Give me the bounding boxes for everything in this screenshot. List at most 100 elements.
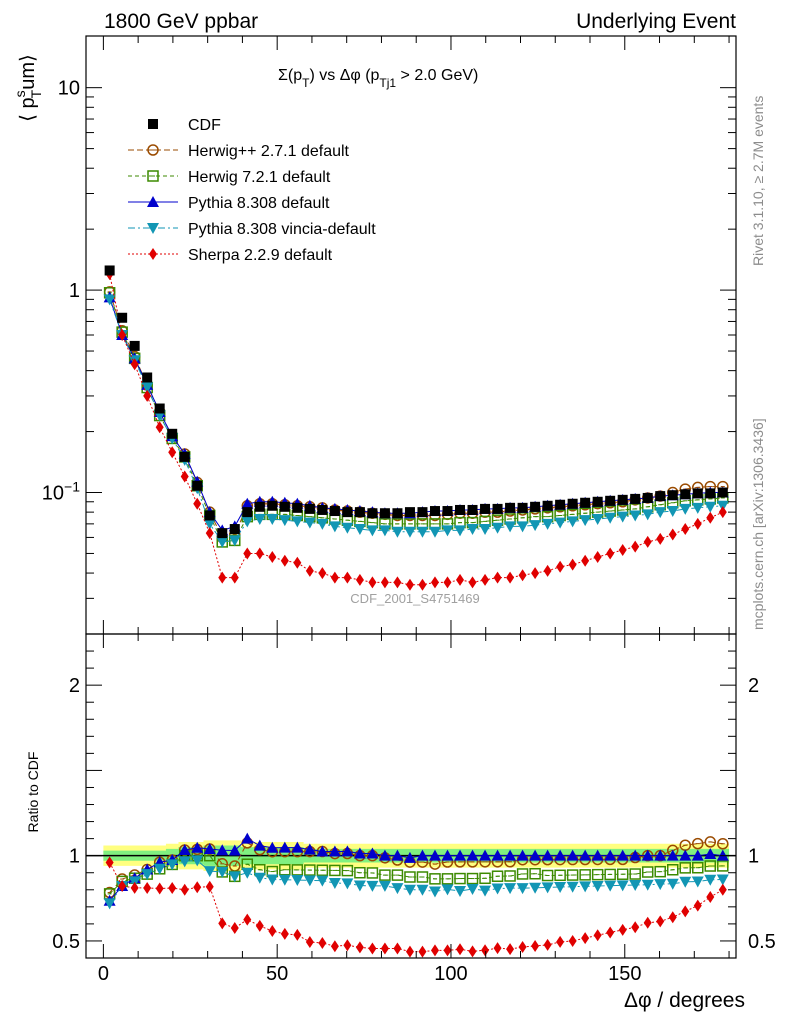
point-sherpa-10 <box>230 571 239 584</box>
ratio-point-herwig7-47 <box>692 861 704 874</box>
ratio-point-vincia-3 <box>141 869 154 881</box>
ratio-point-sherpa-16 <box>305 935 314 948</box>
point-sherpa-5 <box>168 446 177 459</box>
point-sherpa-19 <box>343 571 352 584</box>
series-cdf <box>104 265 728 539</box>
point-sherpa-32 <box>506 571 515 584</box>
point-sherpa-18 <box>330 571 339 584</box>
ratio-point-sherpa-46 <box>681 905 690 918</box>
ratio-point-herwigpp-48-ring <box>704 836 717 848</box>
y-tick-label: 10 <box>58 78 80 100</box>
plot-title: Σ(pT) vs Δφ (pTj1 > 2.0 GeV) <box>278 67 478 90</box>
point-vincia-45 <box>666 506 679 518</box>
ratio-point-herwig7-18 <box>329 864 341 877</box>
ratio-point-herwig7-43 <box>641 866 654 878</box>
ratio-point-herwig7-18-box <box>329 864 341 877</box>
ratio-point-vincia-13 <box>266 874 279 886</box>
ratio-point-sherpa-5 <box>168 882 177 895</box>
point-vincia-23 <box>391 526 404 538</box>
ratio-point-herwig7-40-box <box>604 868 616 881</box>
legend-marker-herwig7-box <box>147 170 159 182</box>
point-cdf-15 <box>292 502 303 513</box>
ratio-point-pythia-18 <box>328 845 341 857</box>
ratio-point-sherpa-39 <box>593 929 602 942</box>
ratio-point-pythia-14 <box>278 841 291 853</box>
ratio-point-pythia-9 <box>216 844 229 856</box>
point-vincia-39 <box>591 513 604 525</box>
ratio-point-herwig7-27 <box>441 873 454 885</box>
point-vincia-12 <box>253 513 266 525</box>
ratio-point-sherpa-17 <box>318 937 327 950</box>
legend-label-cdf: CDF <box>188 117 221 134</box>
ratio-point-sherpa-37 <box>568 934 577 947</box>
ratio-point-herwig7-24 <box>404 871 416 883</box>
ratio-point-sherpa-30 <box>481 944 490 957</box>
ratio-point-herwig7-37-box <box>566 869 579 881</box>
x-tick-label: 50 <box>266 963 288 985</box>
point-cdf-12 <box>254 501 265 512</box>
ratio-point-vincia-11 <box>241 867 254 879</box>
ratio-point-herwig7-33 <box>516 868 529 880</box>
ratio-point-sherpa-14 <box>280 927 289 940</box>
ratio-point-vincia-29 <box>466 883 479 895</box>
mcplots-label: mcplots.cern.ch [arXiv:1306.3436] <box>750 418 766 630</box>
ratio-point-herwig7-46-box <box>679 862 692 874</box>
ratio-point-herwig7-28 <box>454 872 466 885</box>
ratio-point-vincia-39 <box>591 881 604 892</box>
point-cdf-22 <box>379 508 390 519</box>
point-cdf-13 <box>267 500 278 511</box>
ratio-point-sherpa-2 <box>130 881 139 894</box>
ratio-point-sherpa-6 <box>180 883 189 896</box>
header-right: Underlying Event <box>576 10 736 33</box>
point-pythia-11 <box>241 497 254 509</box>
point-cdf-19 <box>342 507 353 518</box>
point-vincia-17 <box>316 518 329 530</box>
ratio-point-herwig7-42-box <box>629 868 641 880</box>
ratio-point-sherpa-38 <box>581 932 590 945</box>
point-cdf-40 <box>605 495 616 506</box>
point-vincia-42 <box>629 510 642 522</box>
ratio-point-pythia-47 <box>691 849 704 861</box>
point-cdf-32 <box>505 502 516 513</box>
ratio-point-herwig7-30-box <box>479 872 491 885</box>
ratio-point-pythia-33 <box>516 849 529 861</box>
ratio-point-pythia-34 <box>529 849 542 861</box>
ratio-point-herwig7-40 <box>604 868 616 881</box>
ratio-point-pythia-17 <box>316 845 329 857</box>
ratio-point-vincia-21 <box>366 880 379 892</box>
ratio-point-vincia-31 <box>491 883 504 895</box>
ratio-point-vincia-24 <box>403 884 416 896</box>
upper-frame <box>85 35 737 635</box>
point-sherpa-11 <box>243 547 252 560</box>
point-cdf-25 <box>417 507 428 518</box>
point-vincia-15 <box>291 516 304 528</box>
ratio-point-pythia-11 <box>241 832 254 844</box>
point-sherpa-27 <box>443 576 452 589</box>
x-axis-label: Δφ / degrees <box>624 989 745 1012</box>
ratio-point-herwig7-24-box <box>404 871 416 883</box>
ratio-point-vincia-28 <box>454 886 467 898</box>
point-sherpa-48 <box>706 511 715 524</box>
ratio-point-pythia-36 <box>554 849 567 861</box>
upper-panel: 10 1 10−1 <box>42 35 737 635</box>
point-sherpa-14 <box>280 554 289 567</box>
point-cdf-31 <box>492 503 503 514</box>
ratio-point-vincia-26 <box>428 886 441 898</box>
ratio-point-herwig7-49 <box>717 860 729 872</box>
ratio-point-pythia-32 <box>504 849 517 861</box>
ratio-point-sherpa-11 <box>243 913 252 926</box>
ratio-point-pythia-26 <box>428 849 441 861</box>
ratio-point-pythia-24 <box>403 851 416 863</box>
point-vincia-40 <box>604 512 617 524</box>
point-vincia-0 <box>103 294 116 306</box>
ratio-point-vincia-23 <box>391 883 404 895</box>
ratio-point-sherpa-20 <box>355 941 364 954</box>
point-sherpa-36 <box>556 560 565 573</box>
ratio-point-herwig7-17-box <box>316 864 329 876</box>
point-cdf-36 <box>555 499 566 510</box>
point-cdf-38 <box>580 497 591 508</box>
ratio-point-vincia-18 <box>328 878 341 890</box>
ratio-point-herwig7-19-box <box>341 864 354 877</box>
point-cdf-28 <box>455 504 466 515</box>
